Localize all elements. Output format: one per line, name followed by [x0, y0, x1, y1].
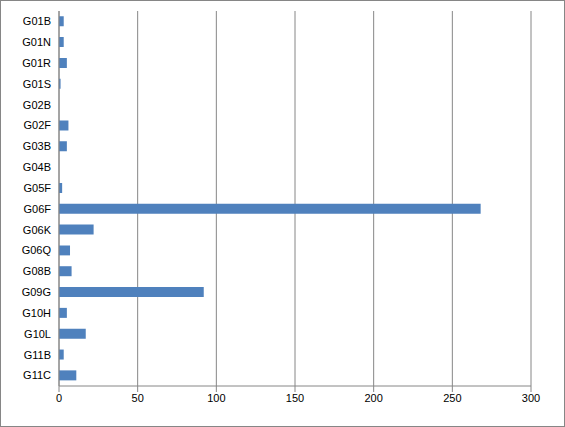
- svg-text:G01B: G01B: [23, 15, 51, 27]
- svg-text:G09G: G09G: [22, 286, 51, 298]
- svg-text:G08B: G08B: [23, 265, 51, 277]
- svg-text:150: 150: [286, 392, 304, 404]
- svg-text:G11C: G11C: [23, 369, 51, 381]
- svg-text:G06F: G06F: [23, 203, 51, 215]
- svg-text:G10L: G10L: [24, 328, 51, 340]
- svg-text:G06Q: G06Q: [22, 244, 52, 256]
- svg-text:G05F: G05F: [23, 182, 51, 194]
- svg-text:100: 100: [207, 392, 225, 404]
- svg-text:G02B: G02B: [23, 99, 51, 111]
- svg-text:200: 200: [364, 392, 382, 404]
- svg-text:300: 300: [522, 392, 540, 404]
- svg-text:G03B: G03B: [23, 140, 51, 152]
- svg-text:G01R: G01R: [22, 57, 51, 69]
- svg-text:G06K: G06K: [23, 224, 52, 236]
- svg-text:50: 50: [132, 392, 144, 404]
- svg-text:G02F: G02F: [23, 119, 51, 131]
- svg-text:G04B: G04B: [23, 161, 51, 173]
- svg-text:G10H: G10H: [22, 307, 51, 319]
- svg-text:G01S: G01S: [23, 78, 51, 90]
- svg-text:G01N: G01N: [22, 36, 51, 48]
- svg-text:0: 0: [56, 392, 62, 404]
- svg-text:G11B: G11B: [24, 349, 51, 361]
- svg-text:250: 250: [443, 392, 461, 404]
